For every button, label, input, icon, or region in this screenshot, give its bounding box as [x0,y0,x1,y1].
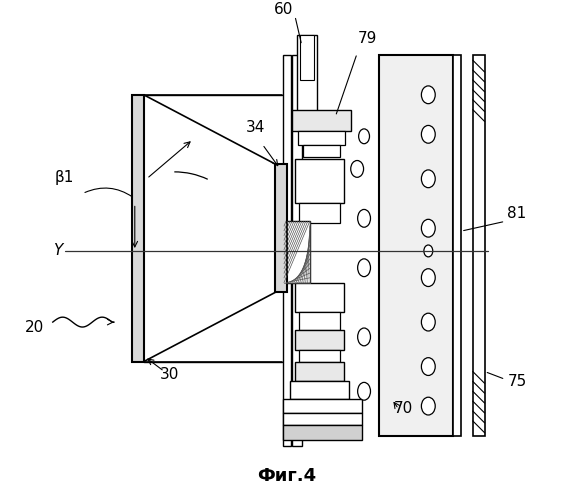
Bar [297,35,317,124]
Text: Y: Y [53,243,62,258]
Text: Фиг.4: Фиг.4 [258,467,316,485]
Bar [295,330,344,350]
Text: β1: β1 [55,170,74,185]
Bar [132,95,144,362]
Ellipse shape [359,129,369,144]
Bar [303,145,340,157]
Bar [284,221,309,282]
Bar [295,362,344,381]
Ellipse shape [351,161,364,177]
Bar [283,425,362,440]
Ellipse shape [421,220,435,237]
Bar [473,55,485,436]
Ellipse shape [421,313,435,331]
Ellipse shape [421,358,435,375]
Bar [299,312,340,330]
Bar [379,55,453,436]
Ellipse shape [357,328,371,346]
Ellipse shape [424,245,433,257]
Bar [292,55,302,446]
Ellipse shape [421,125,435,143]
Text: 34: 34 [246,120,265,135]
Bar [283,55,291,446]
Bar [298,131,345,145]
Ellipse shape [421,170,435,188]
Ellipse shape [421,86,435,104]
Ellipse shape [357,382,371,400]
Bar [295,282,344,312]
Bar [275,164,287,292]
Bar [453,55,461,436]
Ellipse shape [357,210,371,227]
Bar [283,413,362,425]
Ellipse shape [421,269,435,286]
Text: 60: 60 [274,1,293,17]
Bar [295,159,344,204]
Bar [299,204,340,223]
Bar [292,110,351,131]
Text: 81: 81 [508,206,526,222]
Text: 79: 79 [357,31,377,46]
Bar [300,35,313,80]
Bar [299,350,340,362]
Text: 75: 75 [508,374,526,389]
Bar [283,399,362,413]
Ellipse shape [357,259,371,276]
Bar [290,381,349,399]
Text: 20: 20 [25,320,45,335]
Ellipse shape [421,397,435,415]
Text: 30: 30 [160,367,179,382]
Text: 70: 70 [394,401,413,416]
